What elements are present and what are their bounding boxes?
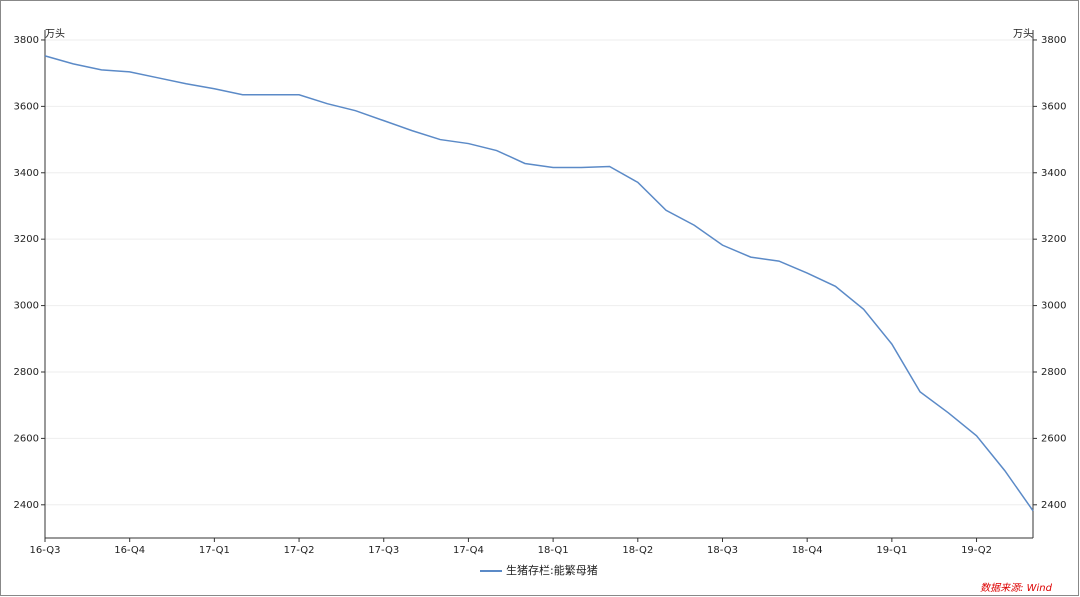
y2-tick-label: 2400 [1041, 500, 1066, 511]
x-tick-label: 17-Q4 [453, 545, 484, 556]
x-tick-label: 16-Q4 [114, 545, 145, 556]
y2-tick-label: 2600 [1041, 433, 1066, 444]
y-tick-label: 3000 [14, 301, 39, 312]
x-tick-label: 16-Q3 [30, 545, 61, 556]
x-tick-label: 18-Q4 [792, 545, 823, 556]
x-tick-label: 17-Q1 [199, 545, 230, 556]
y2-tick-label: 3800 [1041, 35, 1066, 46]
source-note: 数据来源: Wind [980, 582, 1053, 594]
y2-tick-label: 3000 [1041, 301, 1066, 312]
y2-tick-label: 2800 [1041, 367, 1066, 378]
y-tick-label: 3400 [14, 168, 39, 179]
y2-tick-label: 3600 [1041, 101, 1066, 112]
y-tick-label: 3600 [14, 101, 39, 112]
x-tick-label: 17-Q3 [368, 545, 399, 556]
x-tick-label: 19-Q1 [876, 545, 907, 556]
y-unit: 万头 [45, 28, 65, 40]
x-tick-label: 18-Q2 [622, 545, 653, 556]
legend-label: 生猪存栏:能繁母猪 [506, 563, 598, 577]
y-tick-label: 3800 [14, 35, 39, 46]
x-tick-label: 18-Q3 [707, 545, 738, 556]
y2-tick-label: 3400 [1041, 168, 1066, 179]
x-tick-label: 17-Q2 [284, 545, 315, 556]
y2-unit: 万头 [1013, 28, 1033, 40]
y2-tick-label: 3200 [1041, 234, 1066, 245]
y-tick-label: 2600 [14, 433, 39, 444]
x-tick-label: 19-Q2 [961, 545, 992, 556]
y-tick-label: 2400 [14, 500, 39, 511]
y-tick-label: 2800 [14, 367, 39, 378]
data-line [44, 55, 1034, 512]
x-tick-label: 18-Q1 [538, 545, 569, 556]
y-tick-label: 3200 [14, 234, 39, 245]
